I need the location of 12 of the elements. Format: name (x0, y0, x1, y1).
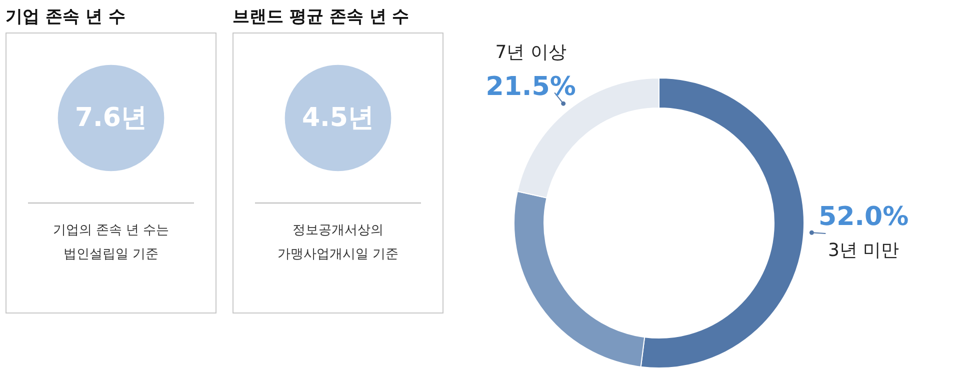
text: 법인설립일 기준 (63, 247, 159, 262)
legend-label: 3년 미만 (828, 240, 900, 262)
text: 기업 존속 년 수 (6, 7, 126, 27)
data-label: 52.0% (818, 202, 909, 232)
text: 기업의 존속 년 수는 (52, 223, 170, 238)
slice-label: 7년 이상 (495, 42, 566, 63)
text: 7.6년 (74, 103, 148, 133)
text: 브랜드 평균 존속 년 수 (232, 7, 410, 27)
text: 4.5년 (302, 103, 374, 133)
data-label: 21.5% (486, 72, 576, 102)
text: 가맹사업개시일 기준 (277, 247, 399, 262)
text: 정보공개서상의 (292, 223, 384, 238)
